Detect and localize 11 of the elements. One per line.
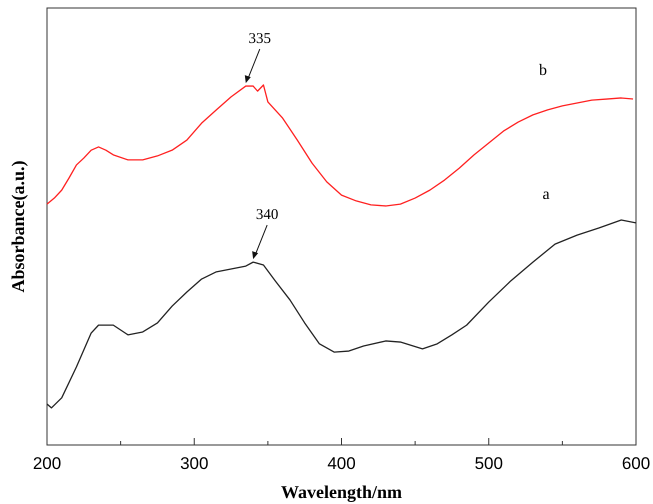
x-tick-label: 200 [32,454,62,473]
annotation: 340 [256,207,278,224]
x-tick-label: 400 [327,454,356,473]
x-tick-label: 600 [622,454,650,473]
x-axis-title: Wavelength/nm [280,482,402,502]
annotation: 335 [248,31,272,48]
x-tick-label: 300 [180,454,208,473]
y-axis-title: Absorbance(a.u.) [8,160,28,293]
series-label: b [539,62,548,80]
text: a [542,186,550,203]
x-tick-label: 500 [474,454,503,473]
